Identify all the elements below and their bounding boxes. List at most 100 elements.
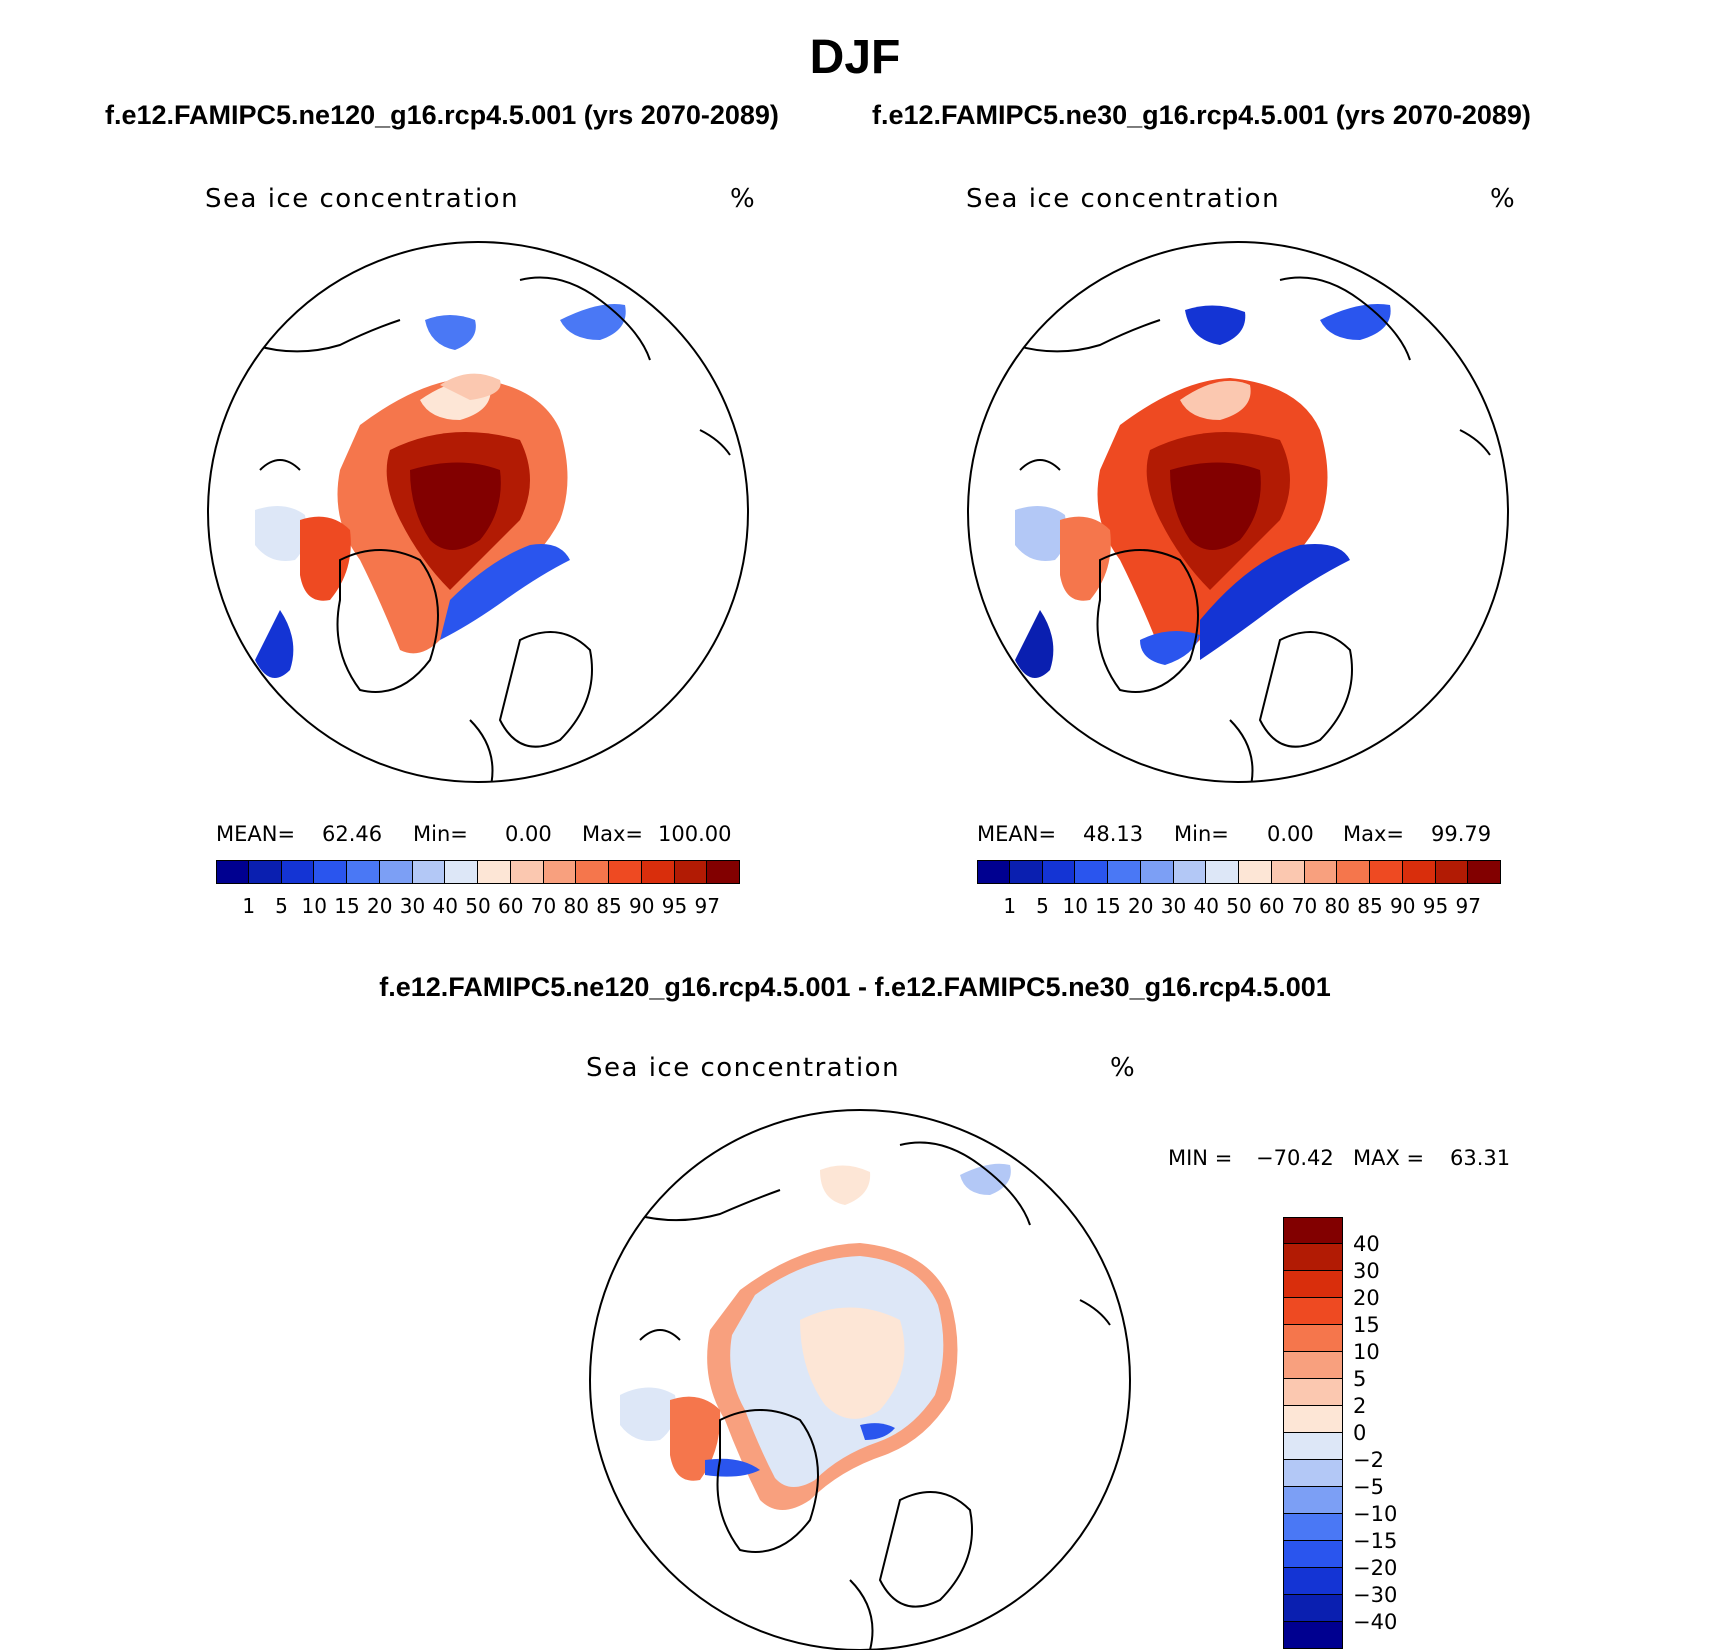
panel2-colorbar-box <box>1140 860 1174 884</box>
panel3-colorbar-tick-label: 30 <box>1353 1259 1380 1283</box>
panel3-colorbar-tick-label: −15 <box>1353 1529 1398 1553</box>
panel1-colorbar-box <box>707 860 740 884</box>
panel1-colorbar-tick-label: 80 <box>563 894 589 918</box>
panel3-colorbar-tick-label: −2 <box>1353 1448 1384 1472</box>
panel2-coastlines <box>999 276 1491 782</box>
panel2-mean-label: MEAN= <box>977 822 1057 846</box>
panel2-colorbar-tick-label: 60 <box>1259 894 1285 918</box>
panel1-colorbar-box <box>281 860 315 884</box>
panel2-colorbar-box <box>1402 860 1436 884</box>
panel3-colorbar-tick-label: −40 <box>1353 1610 1398 1634</box>
panel3-variable-label: Sea ice concentration <box>586 1053 901 1083</box>
panel1-colorbar-tick-label: 60 <box>498 894 524 918</box>
panel1-coastlines <box>239 276 731 782</box>
panel2-max-value: 99.79 <box>1431 822 1492 846</box>
panel3-colorbar-tick-label: 15 <box>1353 1313 1380 1337</box>
panel3-colorbar-ticks: 40 30 20 15 10 5 2 0 −2 −5 −10 −15 −20 −30 −40 <box>1353 1217 1433 1649</box>
panel3-colorbar-tick-label: −5 <box>1353 1475 1384 1499</box>
panel3-colorbar-box <box>1283 1595 1343 1622</box>
panel3-colorbar-tick-label: 40 <box>1353 1232 1380 1256</box>
panel3-colorbar-box <box>1283 1460 1343 1487</box>
panel1-colorbar-box <box>543 860 577 884</box>
panel3-colorbar-box <box>1283 1622 1343 1649</box>
panel2-colorbar-box <box>1435 860 1469 884</box>
panel2-ice-field <box>968 242 1508 782</box>
panel2-colorbar-box <box>1370 860 1403 884</box>
panel1-ice-field <box>208 242 748 782</box>
panel2-colorbar-tick-label: 10 <box>1062 894 1088 918</box>
panel1-colorbar-box <box>347 860 380 884</box>
panel1-units-label: % <box>730 184 757 214</box>
panel3-max-value: 63.31 <box>1450 1146 1511 1170</box>
panel3-colorbar-tick-label: 10 <box>1353 1340 1380 1364</box>
panel2-colorbar-box <box>1206 860 1239 884</box>
panel1-colorbar-box <box>674 860 708 884</box>
panel3-colorbar-box <box>1283 1379 1343 1406</box>
panel2-colorbar-box <box>1108 860 1141 884</box>
figure-title: DJF <box>809 31 901 84</box>
left-case-title: f.e12.FAMIPC5.ne120_g16.rcp4.5.001 (yrs … <box>105 100 779 130</box>
panel3-min-value: −70.42 <box>1256 1146 1334 1170</box>
panel3-colorbar-tick-label: 20 <box>1353 1286 1380 1310</box>
panel2-map-border <box>967 241 1509 783</box>
panel2-colorbar-box <box>1042 860 1076 884</box>
panel1-colorbar-box <box>445 860 478 884</box>
panel3-colorbar-tick-label: 0 <box>1353 1421 1367 1445</box>
panel3-colorbar-box <box>1283 1298 1343 1325</box>
panel2-colorbar-tick-label: 80 <box>1324 894 1350 918</box>
panel1-colorbar-box <box>641 860 675 884</box>
panel2-colorbar-ticks: 1 5 10 15 20 30 40 50 60 70 80 85 90 95 97 <box>977 894 1501 920</box>
panel2-units-label: % <box>1490 184 1517 214</box>
panel3-colorbar-box <box>1283 1244 1343 1271</box>
panel2-variable-label: Sea ice concentration <box>966 184 1281 214</box>
panel1-colorbar <box>216 860 740 884</box>
panel3-colorbar-box <box>1283 1568 1343 1595</box>
panel2-colorbar-box <box>1468 860 1501 884</box>
panel3-max-label: MAX = <box>1353 1146 1425 1170</box>
panel2-colorbar-tick-label: 20 <box>1128 894 1154 918</box>
panel3-colorbar-tick-label: −20 <box>1353 1556 1398 1580</box>
panel1-min-value: 0.00 <box>505 822 552 846</box>
panel3-map-border <box>589 1109 1131 1650</box>
panel3-coastlines <box>619 1141 1111 1650</box>
panel2-colorbar-tick-label: 97 <box>1455 894 1481 918</box>
panel3-colorbar-tick-label: −10 <box>1353 1502 1398 1526</box>
panel2-colorbar-box <box>1304 860 1338 884</box>
panel2-min-value: 0.00 <box>1267 822 1314 846</box>
panel2-colorbar <box>977 860 1501 884</box>
panel1-map-border <box>207 241 749 783</box>
panel3-ice-field <box>590 1110 1130 1650</box>
panel3-colorbar-box <box>1283 1433 1343 1460</box>
panel1-colorbar-box <box>412 860 446 884</box>
panel1-colorbar-box <box>314 860 347 884</box>
panel3-colorbar-box <box>1283 1271 1343 1298</box>
panel1-colorbar-box <box>510 860 544 884</box>
panel1-colorbar-tick-label: 40 <box>432 894 458 918</box>
panel1-colorbar-box <box>478 860 511 884</box>
panel2-min-label: Min= <box>1174 822 1229 846</box>
panel3-colorbar-tick-label: 2 <box>1353 1394 1367 1418</box>
panel3-colorbar-box <box>1283 1406 1343 1433</box>
panel2-colorbar-tick-label: 90 <box>1390 894 1416 918</box>
panel3-colorbar-box <box>1283 1487 1343 1514</box>
panel3-colorbar-tick-label: −30 <box>1353 1583 1398 1607</box>
panel2-mean-value: 48.13 <box>1083 822 1144 846</box>
panel1-max-label: Max= <box>582 822 644 846</box>
panel2-colorbar-tick-label: 70 <box>1291 894 1318 918</box>
panel2-colorbar-tick-label: 50 <box>1226 894 1252 918</box>
panel1-colorbar-box <box>248 860 282 884</box>
panel1-mean-value: 62.46 <box>322 822 383 846</box>
panel1-colorbar-box <box>379 860 413 884</box>
panel1-colorbar-tick-label: 95 <box>661 894 688 918</box>
difference-title: f.e12.FAMIPC5.ne120_g16.rcp4.5.001 - f.e… <box>379 972 1331 1002</box>
panel1-colorbar-tick-label: 15 <box>334 894 360 918</box>
panel3-units-label: % <box>1110 1053 1137 1083</box>
panel2-colorbar-tick-label: 95 <box>1422 894 1449 918</box>
panel1-mean-label: MEAN= <box>216 822 296 846</box>
panel2-colorbar-box <box>1173 860 1207 884</box>
panel2-colorbar-box <box>1075 860 1108 884</box>
panel1-colorbar-tick-label: 50 <box>465 894 491 918</box>
panel3-colorbar <box>1283 1217 1343 1649</box>
panel2-colorbar-box <box>1271 860 1305 884</box>
panel1-colorbar-box <box>216 860 249 884</box>
